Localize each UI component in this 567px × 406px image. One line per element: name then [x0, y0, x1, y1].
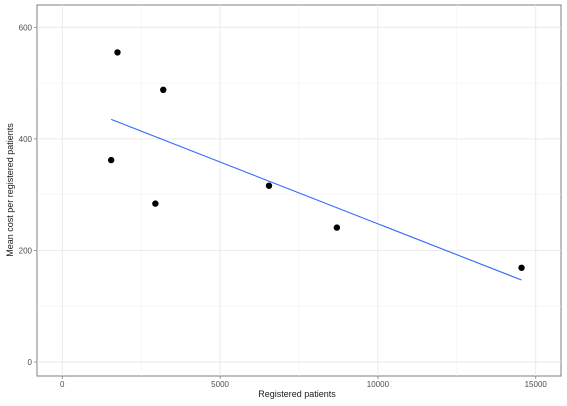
- y-tick-label: 600: [19, 23, 33, 32]
- x-tick-label: 0: [60, 380, 65, 389]
- data-point: [265, 182, 273, 189]
- grid-lines: [37, 5, 561, 376]
- data-point: [333, 224, 341, 231]
- y-axis-title: Mean cost per registered patients: [5, 123, 15, 257]
- data-point: [114, 49, 121, 56]
- fit-line: [110, 118, 522, 281]
- y-tick-label: 400: [19, 135, 33, 144]
- x-tick-label: 5000: [211, 380, 229, 389]
- y-tick-label: 0: [28, 358, 33, 367]
- data-point: [518, 264, 525, 271]
- x-axis-ticks: 0 5000 10000 15000: [60, 376, 547, 389]
- data-points: [107, 49, 525, 271]
- x-tick-label: 10000: [367, 380, 390, 389]
- data-point: [107, 156, 115, 164]
- data-point: [160, 86, 167, 94]
- y-tick-label: 200: [19, 246, 33, 255]
- fit-line-group: [110, 118, 522, 281]
- x-tick-label: 15000: [525, 380, 548, 389]
- data-point: [152, 200, 159, 207]
- y-axis-ticks: 0 200 400 600: [19, 23, 37, 367]
- x-axis-title: Registered patients: [258, 389, 336, 399]
